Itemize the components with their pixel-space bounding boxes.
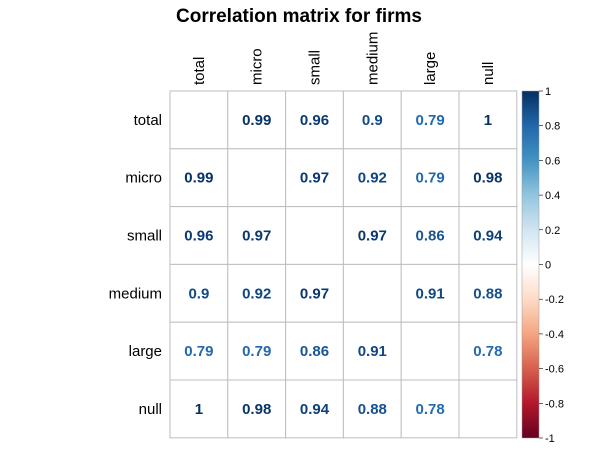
column-label: medium [364,32,381,85]
matrix-cell [285,379,344,439]
cell-value-label: 0.92 [242,285,271,302]
cell-value-label: 0.88 [473,285,502,302]
cell-value-label: 0.92 [358,170,387,187]
chart-title: Correlation matrix for firms [176,6,422,27]
colorbar-tick-label: -0.8 [545,398,564,410]
row-label: total [134,112,162,129]
cell-value-label: 0.98 [242,401,271,418]
matrix-cell [458,148,518,208]
column-labels: total micro small medium large null [191,32,497,85]
matrix-cell [342,263,402,323]
row-label: null [139,401,162,418]
matrix-cell [342,379,402,439]
colorbar-tick-label: 0.2 [545,225,560,237]
matrix-cell [227,379,287,439]
cell-value-label: 0.79 [242,343,271,360]
colorbar-tick-label: 0.6 [545,155,560,167]
colorbar-tick-label: 0 [545,260,551,272]
colorbar-tick-label: 0.8 [545,121,560,133]
colorbar-tick-label: 0.4 [545,190,560,202]
cell-value-label: 1 [484,112,492,129]
matrix-cell [400,321,460,381]
column-label: micro [249,48,266,85]
colorbar: 1 0.8 0.6 0.4 0.2 0 -0.2 -0.4 -0.6 -0.8 -1 [521,86,564,445]
cell-value-label: 0.97 [300,170,329,187]
cell-value-label: 1 [195,401,203,418]
matrix-cell [227,321,287,381]
cell-value-label: 0.91 [415,285,444,302]
cell-value-label: 0.79 [415,170,444,187]
matrix-cell [458,379,518,439]
matrix-cell [458,321,518,381]
cell-value-label: 0.79 [184,343,213,360]
cell-value-label: 0.98 [473,170,502,187]
matrix-cell [227,206,287,265]
cell-value-label: 0.86 [415,228,444,245]
colorbar-tick-label: 1 [545,86,551,98]
cell-value-label: 0.86 [300,343,329,360]
cell-value-label: 0.9 [188,285,209,302]
matrix-cell [285,206,344,265]
colorbar-gradient [521,90,540,439]
cell-value-label: 0.88 [358,401,387,418]
matrix-cell [227,263,287,323]
colorbar-tick-label: -0.4 [545,329,564,341]
colorbar-tick-label: -0.6 [545,364,564,376]
matrix-cell [227,90,287,150]
cell-value-label: 0.99 [184,170,213,187]
matrix-cell [169,148,229,208]
matrix-cell [285,321,344,381]
column-label: total [191,57,208,85]
cell-value-label: 0.78 [415,401,444,418]
cell-value-label: 0.91 [358,343,387,360]
matrix-cell [169,263,229,323]
matrix-cell [169,90,229,150]
row-label: medium [109,285,162,302]
column-label: small [307,50,324,85]
column-label: large [422,52,439,85]
matrix-cell [169,321,229,381]
cell-value-label: 0.97 [242,228,271,245]
cell-value-label: 0.94 [300,401,330,418]
cell-value-label: 0.9 [362,112,383,129]
matrix-cell [342,148,402,208]
matrix-cell [285,263,344,323]
row-label: large [129,343,162,360]
row-label: small [127,228,162,245]
cell-value-label: 0.97 [300,285,329,302]
colorbar-tick-label: -1 [545,433,555,445]
colorbar-tick-label: -0.2 [545,294,564,306]
cell-value-label: 0.79 [415,112,444,129]
matrix-cell [458,263,518,323]
row-labels: total micro small medium large null [109,112,162,418]
cell-value-label: 0.99 [242,112,271,129]
cell-value-label: 0.94 [473,228,503,245]
matrix-cells: 0.99 0.96 0.9 0.79 1 0.99 0.97 0.92 0.79 0.98 0.96… [169,90,518,439]
matrix-cell [285,90,344,150]
column-label: null [480,62,497,85]
cell-value-label: 0.96 [184,228,213,245]
matrix-cell [342,90,402,150]
cell-value-label: 0.78 [473,343,502,360]
cell-value-label: 0.97 [358,228,387,245]
matrix-cell [400,206,460,265]
matrix-cell [227,148,287,208]
cell-value-label: 0.96 [300,112,329,129]
matrix-cell [400,263,460,323]
row-label: micro [125,170,162,187]
